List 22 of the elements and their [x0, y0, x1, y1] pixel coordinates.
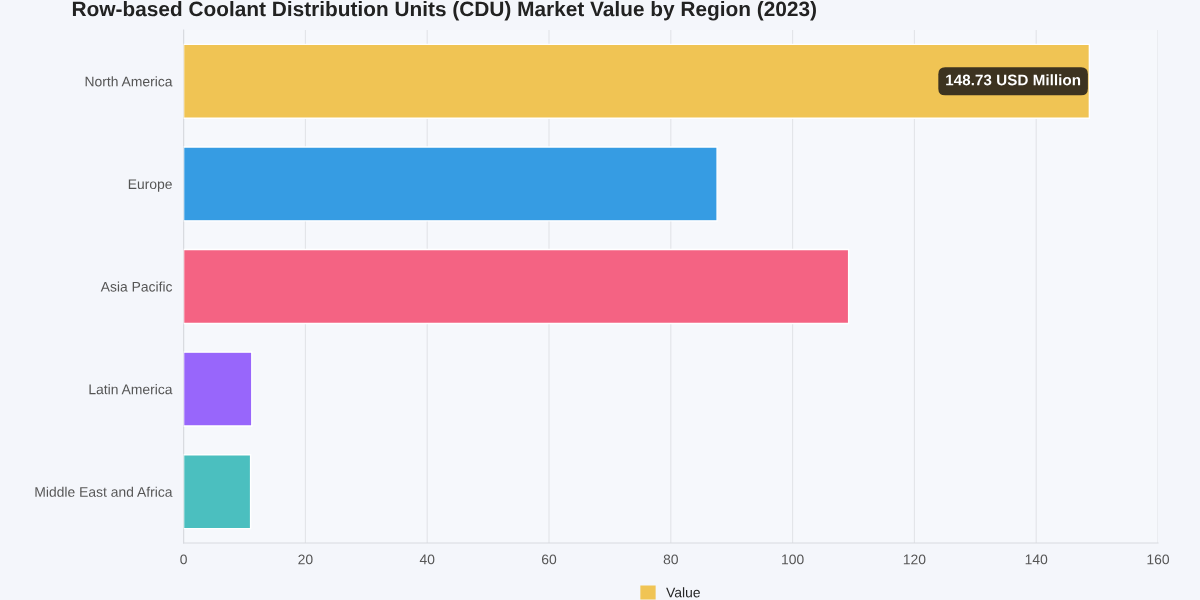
bar [183, 248, 850, 325]
y-tick-label: Latin America [89, 384, 173, 395]
x-tick-label: 20 [298, 554, 313, 565]
x-tick-label: 60 [541, 554, 557, 565]
y-tick-label: Middle East and Africa [35, 486, 173, 497]
y-tick-label: North America [85, 76, 173, 87]
x-tick-label: 80 [663, 554, 678, 565]
x-tick-label: 100 [782, 554, 804, 565]
bar [183, 454, 252, 530]
x-tick-label: 160 [1147, 554, 1170, 565]
x-tick-label: 40 [419, 554, 435, 565]
x-tick-label: 120 [903, 554, 926, 565]
x-tick-label: 0 [180, 554, 187, 565]
y-tick-label: Asia Pacific [100, 281, 173, 292]
y-tick-label: Europe [128, 179, 172, 192]
bar [183, 351, 253, 427]
x-tick-label: 140 [1025, 554, 1048, 565]
annotation: 148.73 USD Million [946, 74, 1081, 86]
chart-title: Row-based Coolant Distribution Units (CDU) Market Value by Region (2023) [72, 1, 816, 21]
legend-label: Value [666, 587, 700, 598]
bar [183, 146, 718, 222]
bar [183, 43, 1091, 119]
